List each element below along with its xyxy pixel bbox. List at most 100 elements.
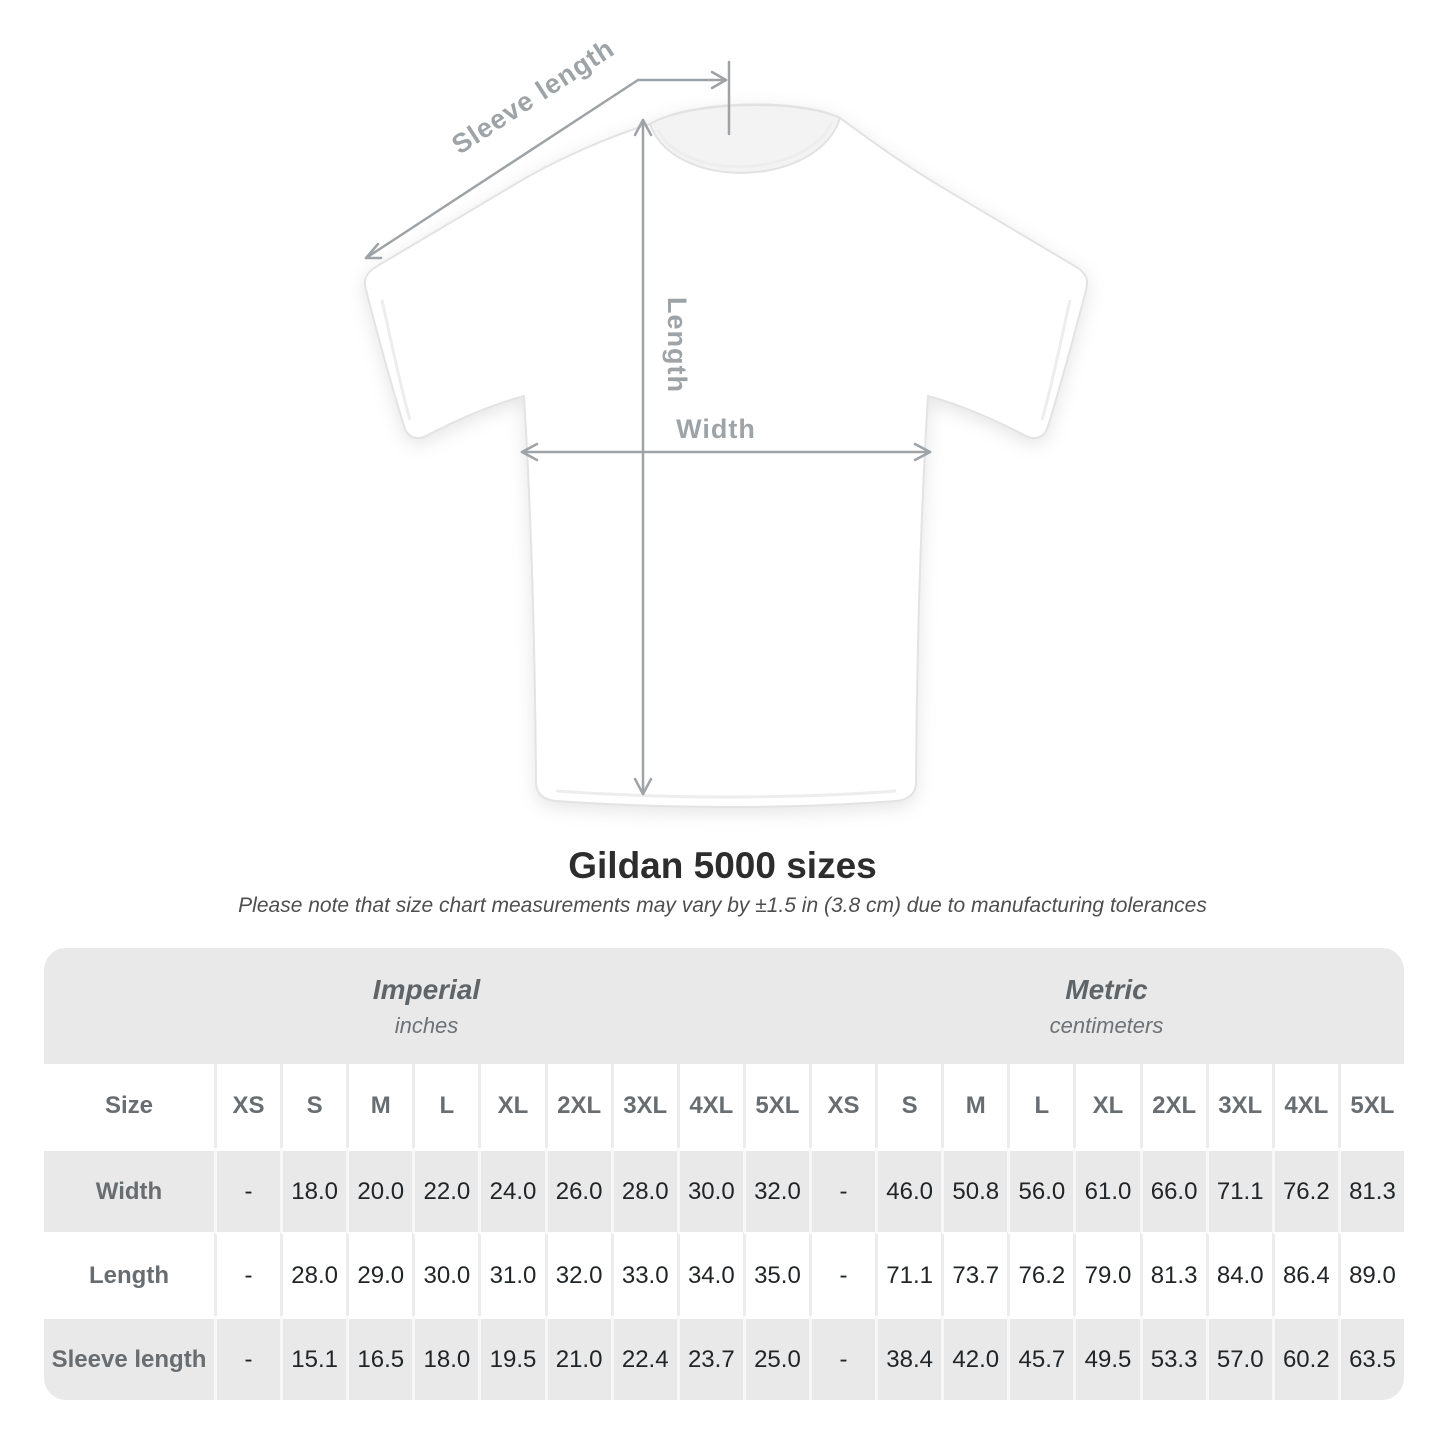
size-column-header: Size: [44, 1064, 214, 1148]
value-cell-imperial: 34.0: [676, 1232, 743, 1316]
value-cell-metric: 49.5: [1073, 1316, 1140, 1400]
value-cell-metric: 56.0: [1007, 1148, 1074, 1232]
size-header-metric: 2XL: [1139, 1064, 1206, 1148]
value-cell-metric: -: [809, 1316, 876, 1400]
value-cell-imperial: 15.1: [280, 1316, 347, 1400]
length-label: Length: [662, 297, 692, 393]
value-cell-imperial: -: [214, 1148, 281, 1232]
value-cell-metric: 45.7: [1007, 1316, 1074, 1400]
imperial-label: Imperial: [372, 973, 481, 1005]
value-cell-imperial: 30.0: [676, 1148, 743, 1232]
size-header-imperial: M: [346, 1064, 413, 1148]
size-header-imperial: XS: [214, 1064, 281, 1148]
value-cell-metric: 81.3: [1139, 1232, 1206, 1316]
sleeve-length-label: Sleeve length: [446, 33, 619, 160]
size-header-metric: XL: [1073, 1064, 1140, 1148]
value-cell-imperial: 22.0: [412, 1148, 479, 1232]
width-label: Width: [676, 414, 756, 444]
row-label: Width: [44, 1148, 214, 1232]
value-cell-imperial: 32.0: [544, 1232, 611, 1316]
size-header-metric: XS: [809, 1064, 876, 1148]
value-cell-metric: 76.2: [1271, 1148, 1338, 1232]
size-header-metric: L: [1007, 1064, 1074, 1148]
value-cell-imperial: 25.0: [742, 1316, 809, 1400]
value-cell-imperial: 31.0: [478, 1232, 545, 1316]
value-cell-imperial: 35.0: [742, 1232, 809, 1316]
metric-unit-header: Metric centimeters: [809, 948, 1404, 1064]
value-cell-metric: 89.0: [1337, 1232, 1404, 1316]
size-header-metric: S: [875, 1064, 942, 1148]
row-label: Sleeve length: [44, 1316, 214, 1400]
value-cell-imperial: 19.5: [478, 1316, 545, 1400]
size-header-metric: M: [941, 1064, 1008, 1148]
size-grid: Size XS S M L XL 2XL 3XL 4XL 5XL XS S M L XL 2XL 3XL 4XL 5…: [44, 1064, 1404, 1400]
value-cell-imperial: 20.0: [346, 1148, 413, 1232]
value-cell-imperial: 16.5: [346, 1316, 413, 1400]
value-cell-metric: 86.4: [1271, 1232, 1338, 1316]
value-cell-metric: 60.2: [1271, 1316, 1338, 1400]
value-cell-imperial: 32.0: [742, 1148, 809, 1232]
value-cell-imperial: 18.0: [412, 1316, 479, 1400]
value-cell-imperial: 21.0: [544, 1316, 611, 1400]
size-chart-table: Imperial inches Metric centimeters Size X…: [44, 948, 1404, 1400]
value-cell-imperial: 26.0: [544, 1148, 611, 1232]
value-cell-imperial: 24.0: [478, 1148, 545, 1232]
width-arrow: [520, 442, 932, 462]
value-cell-metric: -: [809, 1148, 876, 1232]
unit-header-band: Imperial inches Metric centimeters: [44, 948, 1404, 1064]
value-cell-imperial: 30.0: [412, 1232, 479, 1316]
metric-label: Metric: [1065, 973, 1148, 1005]
size-header-metric: 4XL: [1271, 1064, 1338, 1148]
value-cell-metric: 73.7: [941, 1232, 1008, 1316]
tshirt-measurement-diagram: Sleeve length Length Width: [363, 33, 1089, 808]
value-cell-imperial: 22.4: [610, 1316, 677, 1400]
value-cell-metric: 81.3: [1337, 1148, 1404, 1232]
row-label: Length: [44, 1232, 214, 1316]
size-header-imperial: L: [412, 1064, 479, 1148]
size-header-metric: 3XL: [1205, 1064, 1272, 1148]
value-cell-imperial: 23.7: [676, 1316, 743, 1400]
value-cell-imperial: 33.0: [610, 1232, 677, 1316]
value-cell-metric: 84.0: [1205, 1232, 1272, 1316]
value-cell-metric: 42.0: [941, 1316, 1008, 1400]
tshirt-outline: [363, 103, 1089, 808]
value-cell-imperial: 28.0: [610, 1148, 677, 1232]
imperial-unit-header: Imperial inches: [44, 948, 809, 1064]
value-cell-imperial: -: [214, 1316, 281, 1400]
metric-unit: centimeters: [1049, 1012, 1164, 1038]
value-cell-metric: 53.3: [1139, 1316, 1206, 1400]
value-cell-imperial: 18.0: [280, 1148, 347, 1232]
size-header-imperial: 2XL: [544, 1064, 611, 1148]
tolerance-note: Please note that size chart measurements…: [238, 894, 1207, 917]
size-header-imperial: S: [280, 1064, 347, 1148]
value-cell-metric: 76.2: [1007, 1232, 1074, 1316]
value-cell-metric: 61.0: [1073, 1148, 1140, 1232]
value-cell-metric: 66.0: [1139, 1148, 1206, 1232]
value-cell-metric: 71.1: [875, 1232, 942, 1316]
value-cell-imperial: 28.0: [280, 1232, 347, 1316]
imperial-unit: inches: [394, 1012, 459, 1038]
size-header-imperial: 4XL: [676, 1064, 743, 1148]
value-cell-imperial: -: [214, 1232, 281, 1316]
size-header-imperial: 3XL: [610, 1064, 677, 1148]
value-cell-metric: 79.0: [1073, 1232, 1140, 1316]
value-cell-metric: 38.4: [875, 1316, 942, 1400]
size-header-imperial: 5XL: [742, 1064, 809, 1148]
value-cell-metric: 57.0: [1205, 1316, 1272, 1400]
value-cell-metric: 46.0: [875, 1148, 942, 1232]
size-header-metric: 5XL: [1337, 1064, 1404, 1148]
left-sleeve-stitch: [380, 299, 412, 421]
value-cell-metric: -: [809, 1232, 876, 1316]
value-cell-metric: 71.1: [1205, 1148, 1272, 1232]
right-sleeve-stitch: [1040, 299, 1072, 421]
page-title: Gildan 5000 sizes: [568, 845, 877, 886]
sleeve-length-arrow: [364, 60, 731, 260]
value-cell-metric: 63.5: [1337, 1316, 1404, 1400]
value-cell-imperial: 29.0: [346, 1232, 413, 1316]
size-header-imperial: XL: [478, 1064, 545, 1148]
length-arrow: [633, 118, 653, 796]
collar-stitch: [656, 121, 834, 168]
hem-stitch: [555, 789, 897, 799]
value-cell-metric: 50.8: [941, 1148, 1008, 1232]
